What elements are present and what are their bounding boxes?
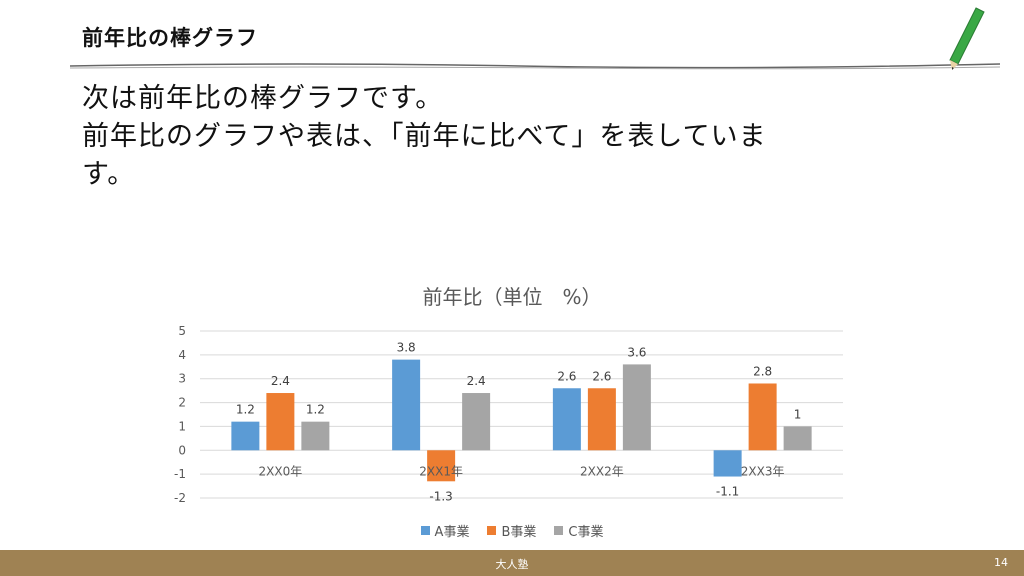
footer-brand: 大人塾 (495, 558, 529, 571)
y-tick-label: 0 (178, 443, 186, 457)
bar (266, 393, 295, 451)
bar (713, 450, 742, 477)
chart-title: 前年比（単位 %） (422, 285, 601, 309)
y-tick-label: 5 (178, 324, 186, 338)
pencil-icon (949, 7, 985, 70)
page-number: 14 (994, 556, 1008, 569)
data-label: 1.2 (236, 403, 255, 417)
y-tick-label: 4 (178, 348, 186, 362)
bar (552, 388, 581, 451)
y-tick-label: -1 (174, 467, 186, 481)
slide-title: 前年比の棒グラフ (82, 26, 258, 50)
data-label: 2.6 (592, 369, 611, 383)
y-tick-label: 1 (178, 419, 186, 433)
legend-label: B事業 (501, 525, 537, 540)
bar (301, 421, 330, 451)
data-label: 3.8 (397, 341, 416, 355)
bar (748, 383, 777, 451)
y-tick-label: 3 (178, 372, 186, 386)
legend-label: A事業 (434, 525, 470, 540)
chart-legend: A事業 B事業 C事業 (0, 521, 1024, 540)
legend-item: C事業 (554, 521, 603, 540)
x-category-label: 2XX2年 (580, 464, 624, 478)
x-category-label: 2XX3年 (741, 464, 785, 478)
data-label: 1 (794, 407, 802, 421)
bar (462, 393, 491, 451)
bar (622, 364, 651, 451)
header-underline (69, 63, 1001, 70)
data-label: 2.4 (271, 374, 290, 388)
data-label: -1.3 (429, 489, 452, 503)
data-label: 2.6 (557, 369, 576, 383)
data-label: 1.2 (306, 403, 325, 417)
bar-chart: 前年比（単位 %） 5 4 3 2 1 0 -1 -2 1.2 2.4 1.2 2XX0年 3.8 -1.3… (174, 285, 843, 505)
bar (392, 359, 421, 451)
legend-item: A事業 (420, 521, 470, 540)
legend-swatch (487, 526, 497, 535)
legend-label: C事業 (568, 525, 604, 540)
bar (587, 388, 616, 451)
bar (231, 421, 260, 451)
y-tick-label: 2 (178, 396, 186, 410)
body-text: 次は前年比の棒グラフです。 前年比のグラフや表は、「前年に比べて」を表していま … (82, 80, 952, 194)
bar (783, 426, 812, 451)
y-tick-label: -2 (174, 491, 186, 505)
body-line: す。 (82, 159, 136, 190)
x-category-label: 2XX1年 (419, 464, 463, 478)
x-category-label: 2XX0年 (259, 464, 303, 478)
data-label: -1.1 (716, 485, 739, 499)
legend-swatch (420, 526, 430, 535)
body-line: 前年比のグラフや表は、「前年に比べて」を表していま (82, 121, 767, 152)
data-label: 3.6 (627, 345, 646, 359)
data-label: 2.4 (467, 374, 486, 388)
legend-item: B事業 (487, 521, 536, 540)
footer-bar: 大人塾 14 (0, 550, 1024, 576)
legend-swatch (554, 526, 564, 535)
body-line: 次は前年比の棒グラフです。 (82, 83, 444, 114)
bar (427, 450, 456, 482)
data-label: 2.8 (753, 364, 772, 378)
